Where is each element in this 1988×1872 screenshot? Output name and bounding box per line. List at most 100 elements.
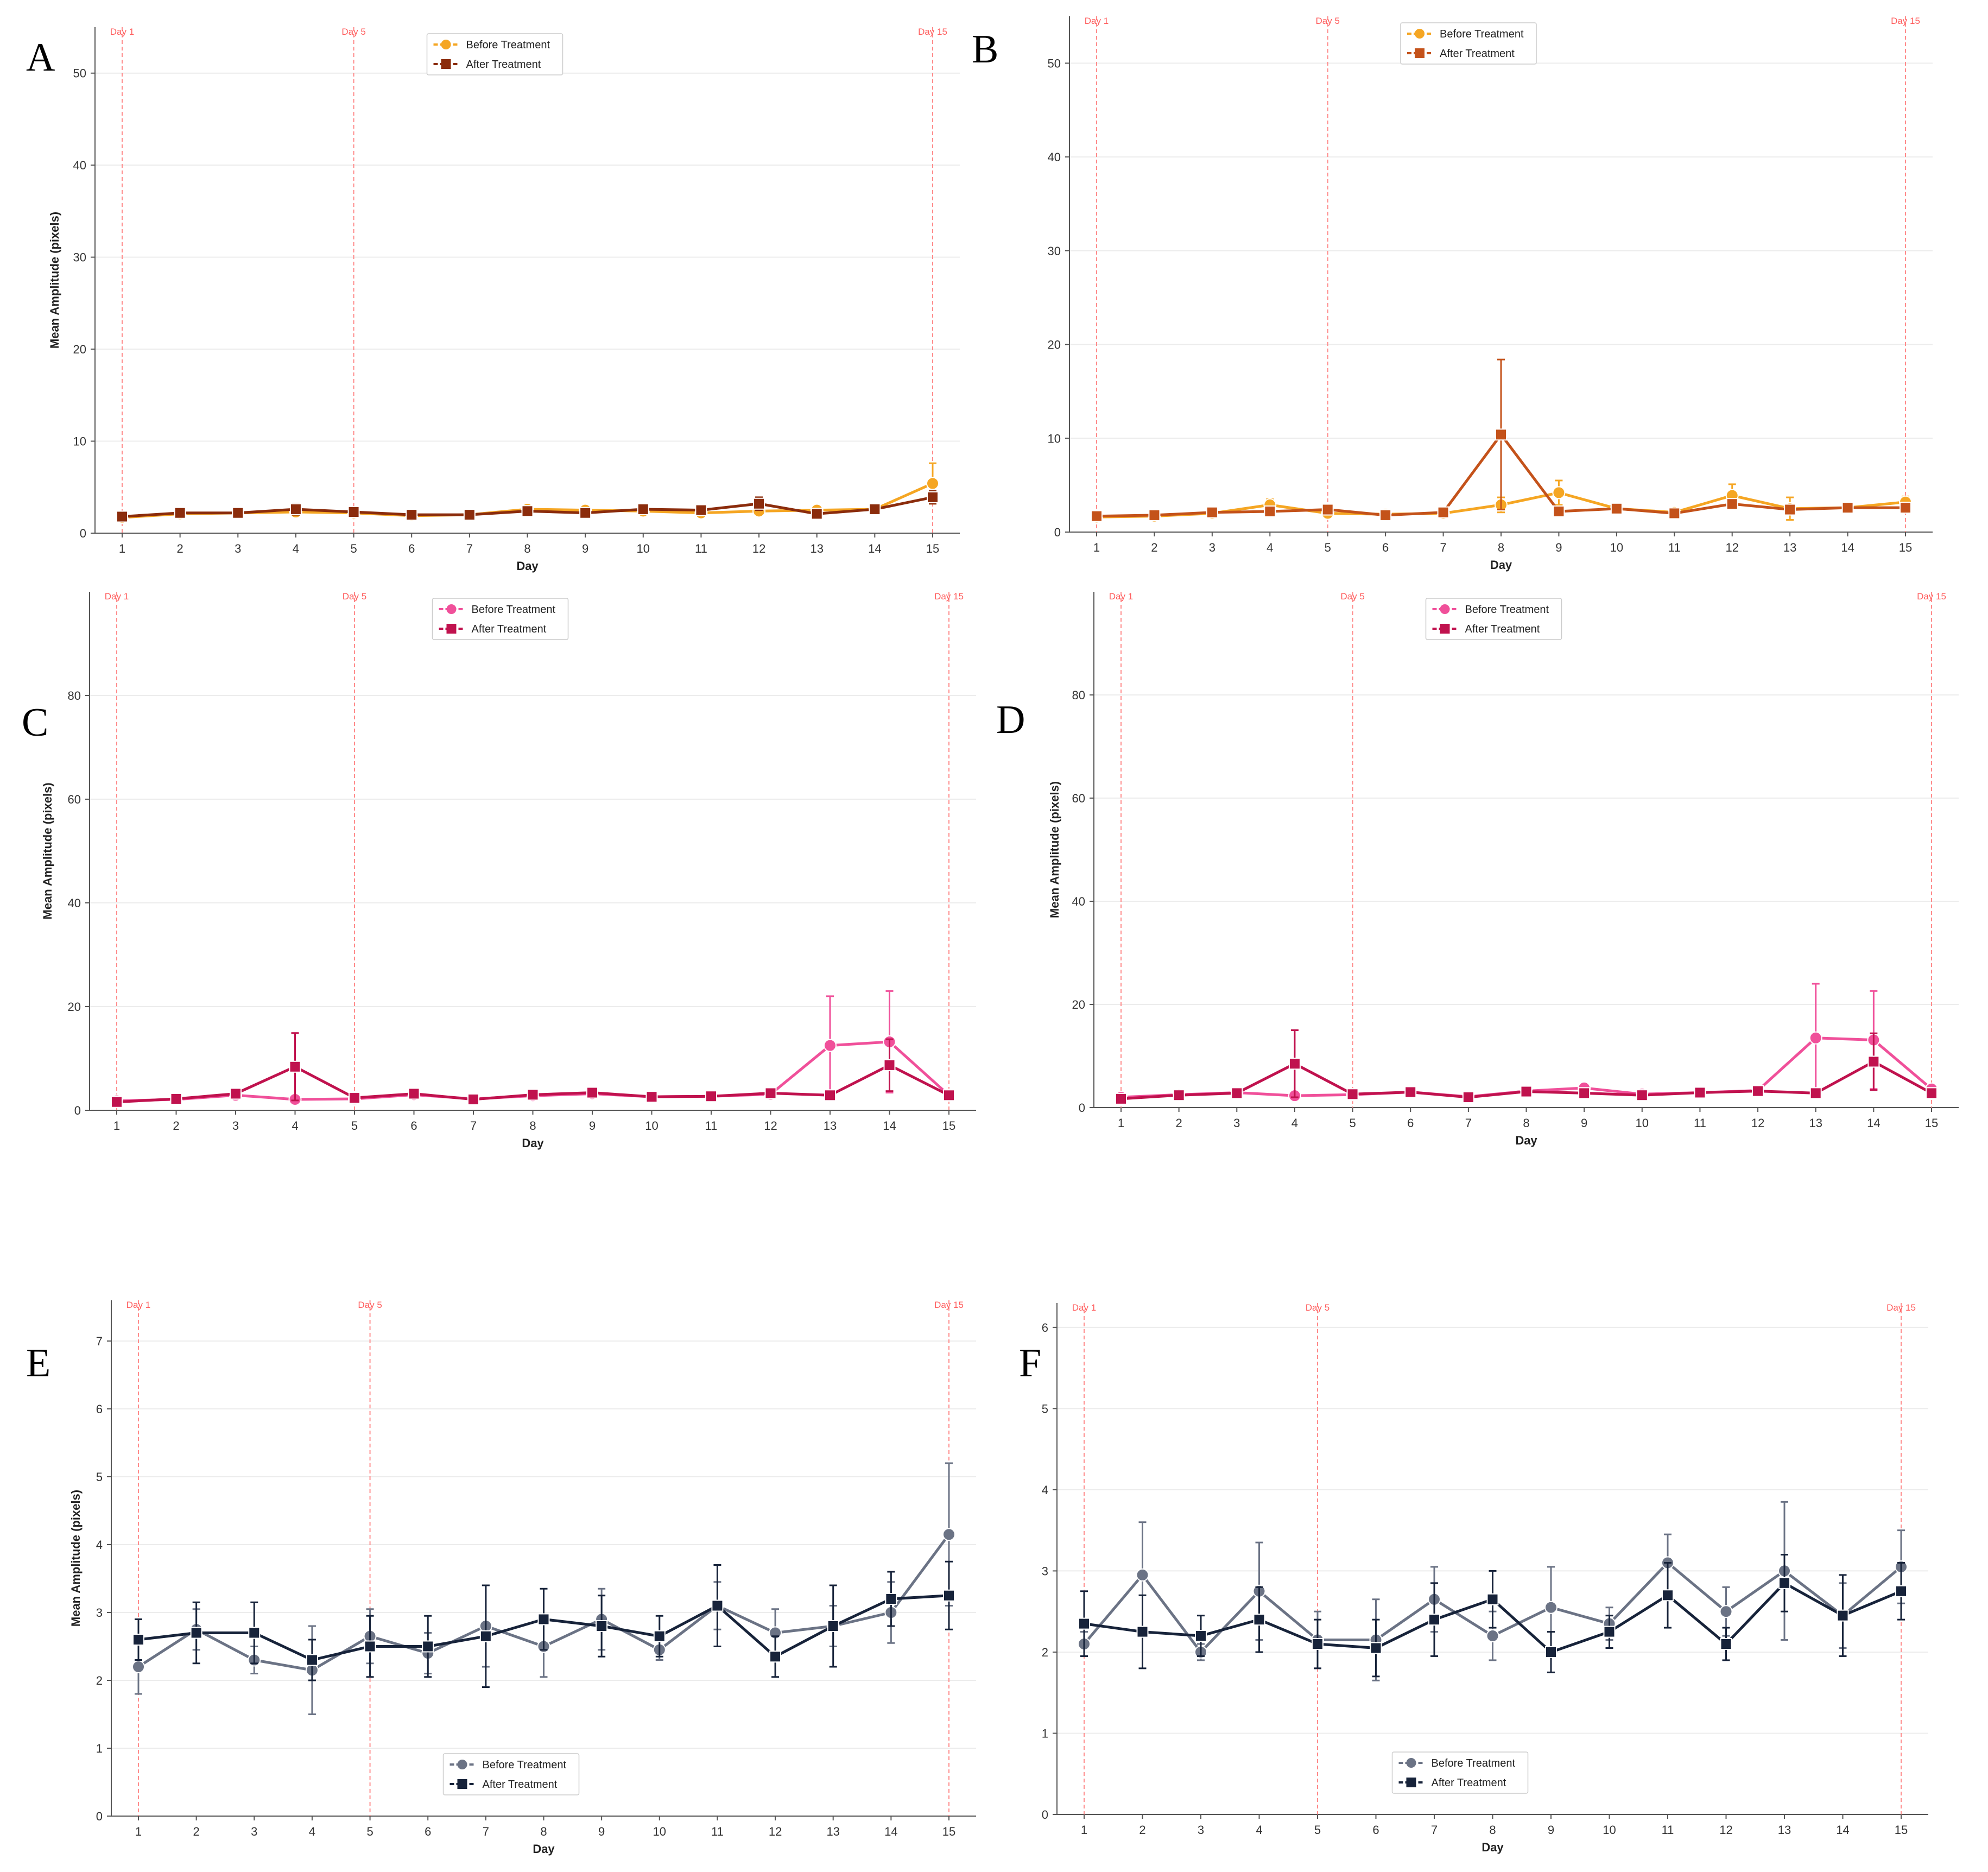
data-point [230,1087,242,1100]
panel-letter: A [26,35,55,80]
y-tick-label: 6 [1042,1321,1048,1335]
data-point [869,503,881,515]
data-point [1578,1087,1591,1099]
y-axis-title: Mean Amplitude (pixels) [1048,781,1061,918]
x-tick-label: 4 [1267,541,1273,554]
x-tick-label: 15 [1895,1823,1908,1837]
data-point [1346,1088,1359,1101]
x-tick-label: 9 [598,1825,605,1838]
data-point [1545,1646,1557,1658]
data-point [1428,1614,1440,1626]
data-point [827,1620,839,1632]
reference-line-label: Day 15 [934,1300,964,1310]
legend-label: Before Treatment [466,39,550,51]
series-after-treatment [111,1032,955,1108]
data-point [1462,1091,1474,1103]
data-point [1078,1617,1090,1630]
data-point [1321,503,1334,516]
legend-box [1425,598,1562,640]
x-tick-label: 15 [942,1825,955,1838]
data-point [1379,509,1392,521]
legend-swatch-marker [1440,624,1450,634]
data-point [824,1039,837,1052]
data-point [1486,1593,1499,1605]
data-point [1231,1087,1243,1099]
x-tick-label: 3 [235,542,241,555]
y-tick-label: 50 [1048,56,1061,70]
series-after-treatment [116,490,939,523]
y-tick-label: 3 [1042,1564,1048,1578]
x-tick-label: 14 [883,1119,896,1133]
data-point [467,1093,479,1105]
x-tick-label: 5 [366,1825,373,1838]
x-tick-label: 11 [705,1119,718,1133]
x-tick-label: 8 [529,1119,536,1133]
y-axis-title: Mean Amplitude (pixels) [69,1490,83,1627]
data-point [347,506,360,518]
data-point [1662,1589,1674,1602]
x-tick-label: 14 [868,542,881,555]
legend-swatch-marker [441,40,451,49]
data-point [306,1654,318,1666]
legend-box [1400,22,1537,65]
x-tick-label: 3 [251,1825,257,1838]
reference-line-label: Day 1 [1085,16,1109,26]
data-point [1926,1087,1938,1099]
x-tick-label: 11 [1694,1116,1706,1130]
data-point [943,1089,955,1102]
reference-line-label: Day 15 [1917,591,1946,602]
data-point [1694,1086,1706,1099]
data-point [927,491,939,503]
data-point [408,1087,420,1100]
data-point [174,507,186,519]
x-tick-label: 3 [232,1119,239,1133]
x-tick-label: 2 [193,1825,200,1838]
x-tick-label: 9 [1581,1116,1587,1130]
x-tick-label: 6 [1407,1116,1414,1130]
data-point [1115,1092,1127,1105]
legend: Before Treatment After Treatment [442,1753,580,1795]
data-point [289,503,302,515]
data-point [1195,1630,1207,1642]
x-tick-label: 7 [470,1119,477,1133]
legend-label: Before Treatment [1432,1757,1516,1769]
legend-label: After Treatment [472,623,547,635]
x-tick-label: 5 [1325,541,1331,554]
x-tick-label: 10 [1610,541,1623,554]
x-tick-label: 12 [764,1119,777,1133]
y-tick-label: 60 [1072,792,1085,805]
data-point [1867,1055,1880,1068]
x-tick-label: 10 [645,1119,658,1133]
y-tick-label: 2 [1042,1646,1048,1659]
x-tick-label: 6 [1382,541,1389,554]
y-tick-label: 40 [1048,150,1061,164]
data-point [1895,1585,1907,1597]
data-point [1553,505,1565,517]
data-point [586,1086,598,1099]
data-point [132,1660,145,1673]
y-tick-label: 0 [1042,1808,1048,1822]
x-axis-title: Day [533,1842,555,1856]
y-tick-label: 20 [1072,998,1085,1011]
legend-label: Before Treatment [472,604,556,616]
panel-letter: B [972,27,998,72]
x-tick-label: 14 [884,1825,897,1838]
x-tick-label: 11 [1668,541,1681,554]
x-tick-label: 1 [113,1119,120,1133]
legend-label: After Treatment [466,59,541,71]
x-tick-label: 1 [1118,1116,1124,1130]
x-tick-label: 12 [752,542,765,555]
x-tick-label: 13 [1783,541,1796,554]
legend-swatch-marker [1406,1758,1416,1768]
legend: Before Treatment After Treatment [1425,598,1562,640]
data-point [1264,505,1276,517]
x-tick-label: 14 [1836,1823,1849,1837]
data-point [653,1630,666,1642]
y-tick-label: 1 [1042,1726,1048,1740]
legend-swatch-marker [446,604,457,614]
reference-line-label: Day 15 [918,27,947,37]
reference-line-label: Day 5 [1316,16,1340,26]
